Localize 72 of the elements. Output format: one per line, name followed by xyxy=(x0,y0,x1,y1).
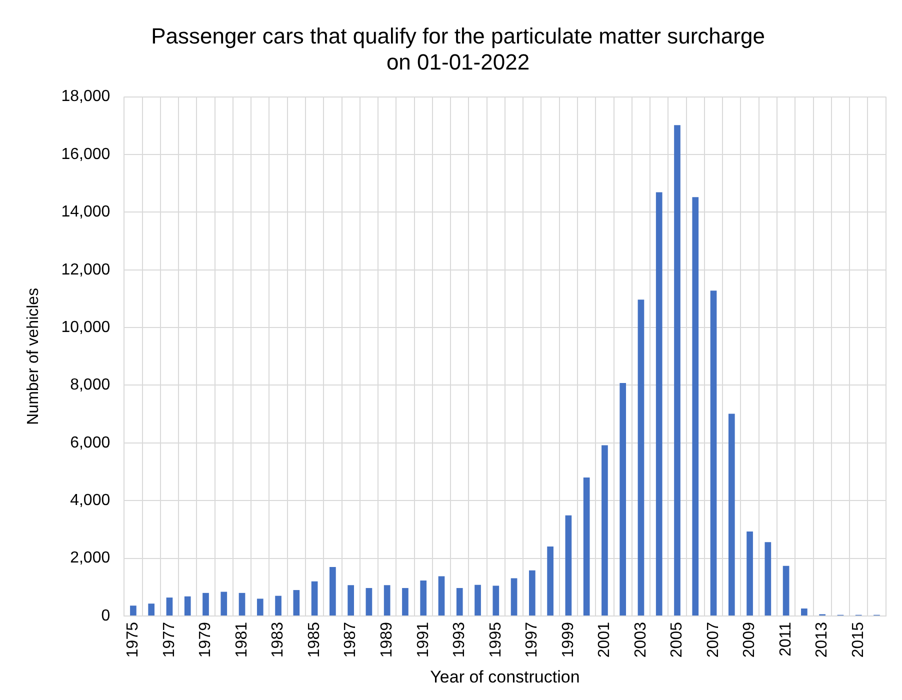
y-tick-label: 10,000 xyxy=(61,318,110,336)
bar xyxy=(565,515,572,616)
x-tick-label: 2003 xyxy=(632,622,650,658)
bar xyxy=(492,586,500,616)
bar xyxy=(620,382,626,616)
x-tick-label: 1975 xyxy=(124,622,142,658)
bar xyxy=(456,588,463,616)
x-axis-title: Year of construction xyxy=(430,667,580,686)
bar xyxy=(602,445,608,616)
bar xyxy=(438,576,445,616)
y-tick-label: 12,000 xyxy=(61,261,110,278)
y-tick-label: 14,000 xyxy=(61,204,110,221)
x-tick-label: 1993 xyxy=(451,622,468,658)
y-tick-label: 8,000 xyxy=(70,376,110,394)
bar xyxy=(384,585,390,616)
bar xyxy=(638,300,644,616)
y-tick-label: 4,000 xyxy=(70,492,110,510)
bar xyxy=(148,604,155,616)
x-tick-label: 1977 xyxy=(160,622,178,658)
bar xyxy=(656,192,662,616)
x-tick-label: 1995 xyxy=(487,622,504,658)
bar xyxy=(402,588,408,616)
bar xyxy=(583,478,590,616)
x-tick-label: 2005 xyxy=(668,622,686,658)
y-axis-title: Number of vehicles xyxy=(25,288,42,425)
bar xyxy=(166,598,173,616)
bar xyxy=(348,585,354,616)
x-tick-label: 1983 xyxy=(270,622,287,658)
x-tick-label: 1981 xyxy=(233,622,250,658)
bar xyxy=(801,608,808,616)
x-tick-label: 2011 xyxy=(777,622,794,656)
bar xyxy=(256,598,264,616)
bar xyxy=(782,566,790,616)
bar xyxy=(311,581,318,616)
bar xyxy=(528,570,536,616)
y-tick-label: 0 xyxy=(101,607,110,624)
bar xyxy=(674,125,680,616)
bar xyxy=(184,596,191,616)
x-tick-label: 2001 xyxy=(596,622,614,658)
x-tick-label: 1997 xyxy=(524,622,541,658)
x-tick-label: 2009 xyxy=(741,622,758,658)
y-tick-label: 2,000 xyxy=(70,550,110,567)
x-tick-label: 1989 xyxy=(378,622,396,658)
bar xyxy=(330,566,336,616)
bar xyxy=(764,542,772,616)
bar xyxy=(710,290,717,616)
bar xyxy=(728,414,735,616)
bar xyxy=(366,588,372,616)
x-tick-label: 1999 xyxy=(560,622,577,658)
x-tick-label: 2015 xyxy=(850,622,867,658)
bar xyxy=(692,197,699,616)
bar xyxy=(474,584,481,616)
bar xyxy=(202,592,209,616)
bar xyxy=(510,578,518,616)
bar xyxy=(420,580,427,616)
x-tick-label: 1979 xyxy=(197,622,214,658)
bar xyxy=(130,606,136,616)
x-tick-label: 2013 xyxy=(814,622,831,658)
bar xyxy=(220,592,228,616)
bar xyxy=(238,592,246,616)
bar xyxy=(746,531,753,616)
y-tick-label: 16,000 xyxy=(61,146,110,163)
bar xyxy=(547,546,554,616)
x-tick-label: 1985 xyxy=(306,622,323,658)
y-tick-label: 18,000 xyxy=(61,88,110,106)
x-tick-label: 1987 xyxy=(342,622,360,658)
bar xyxy=(275,596,282,616)
chart-title: Passenger cars that qualify for the particulate matter surcharge on 01-01-2022 xyxy=(151,23,765,75)
bar xyxy=(293,590,300,616)
x-tick-label: 2007 xyxy=(704,622,722,658)
x-tick-label: 1991 xyxy=(414,622,432,658)
y-tick-label: 6,000 xyxy=(70,434,110,452)
